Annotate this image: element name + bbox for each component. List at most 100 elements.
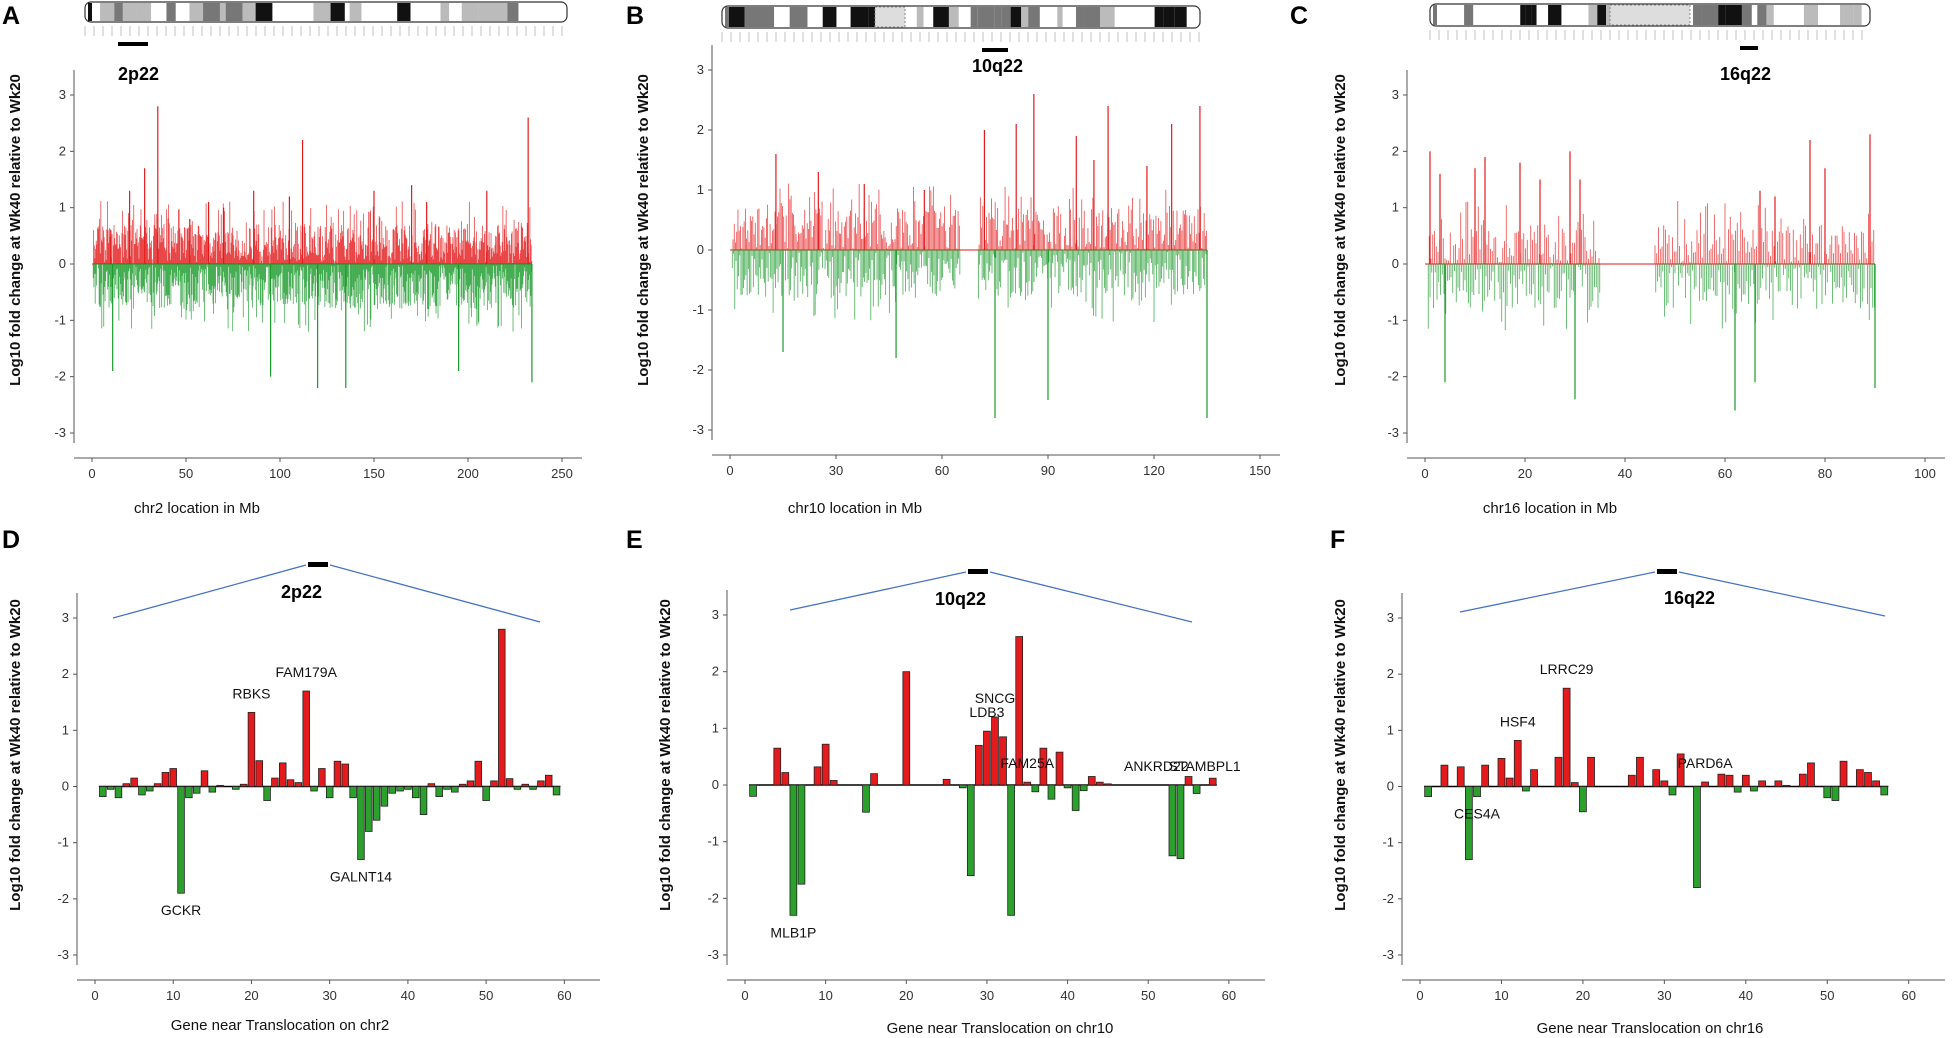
ideogram-band <box>1154 7 1164 27</box>
ideogram-band <box>137 3 152 21</box>
bar-D-16 <box>216 784 224 787</box>
x-tick-label-F: 30 <box>1657 988 1671 1003</box>
bar-E-16 <box>870 773 878 786</box>
zoom-line-right-f <box>1678 571 1886 617</box>
y-tick-label-A: 3 <box>59 87 66 102</box>
band-label-a: 2p22 <box>118 64 159 84</box>
x-tick-label-F: 0 <box>1416 988 1423 1003</box>
bar-D-37 <box>380 786 389 807</box>
y-tick-label-B: 3 <box>697 62 704 77</box>
bar-E-11 <box>829 780 838 786</box>
x-tick-label-A: 0 <box>88 466 95 481</box>
bar-E-56 <box>1192 784 1201 794</box>
y-tick-label-A: -1 <box>54 312 66 327</box>
bar-D-36 <box>372 786 381 821</box>
x-tick-label-F: 60 <box>1901 988 1915 1003</box>
bar-D-7 <box>146 786 154 792</box>
bar-D-46 <box>451 786 459 793</box>
x-tick-label-D: 20 <box>244 988 258 1003</box>
ideogram-band <box>948 7 959 27</box>
zoom-marker-f <box>1657 569 1677 574</box>
ideogram-band <box>1531 5 1537 25</box>
y-tick-label-B: 2 <box>697 122 704 137</box>
bar-E-6 <box>789 784 798 916</box>
bar-E-15 <box>862 784 870 813</box>
bar-E-33 <box>1007 784 1015 916</box>
bar-F-37 <box>1717 773 1726 787</box>
bar-D-28 <box>310 786 318 792</box>
x-tick-label-D: 0 <box>91 988 98 1003</box>
bar-D-11 <box>177 786 185 894</box>
bar-F-57 <box>1880 786 1889 796</box>
x-tick-label-E: 40 <box>1060 988 1074 1003</box>
ideogram-band <box>1057 7 1063 27</box>
y-tick-label-C: 3 <box>1392 87 1399 102</box>
y-tick-label-C: -2 <box>1387 369 1399 384</box>
bar-F-8 <box>1481 764 1490 787</box>
ideogram-band <box>1718 5 1726 25</box>
y-tick-label-F: -3 <box>1382 947 1394 962</box>
gene-label-D-0: GCKR <box>161 902 201 918</box>
x-tick-label-B: 0 <box>726 463 733 478</box>
bar-E-32 <box>999 736 1007 786</box>
bar-E-37 <box>1039 747 1048 786</box>
y-tick-label-F: -1 <box>1382 835 1394 850</box>
x-tick-label-B: 120 <box>1143 463 1165 478</box>
bar-D-20 <box>247 711 256 787</box>
ideogram-marker <box>1740 46 1758 50</box>
bar-D-35 <box>365 786 373 832</box>
x-tick-label-E: 20 <box>899 988 913 1003</box>
bar-D-6 <box>138 786 146 796</box>
ideogram-band <box>916 7 924 27</box>
ideogram-band <box>850 7 869 27</box>
band-label-e: 10q22 <box>935 589 986 609</box>
bar-D-49 <box>474 760 483 787</box>
ideogram-band <box>255 3 273 21</box>
xlabel-e: Gene near Translocation on chr10 <box>887 1020 1114 1037</box>
ideogram-band <box>114 3 123 21</box>
y-tick-label-E: 2 <box>712 664 719 679</box>
bar-E-9 <box>813 766 822 786</box>
bar-F-50 <box>1823 786 1832 799</box>
chr10-ideogram <box>721 5 1201 52</box>
ideogram-band <box>1548 5 1562 25</box>
y-tick-label-B: 1 <box>697 182 704 197</box>
bar-E-43 <box>1087 776 1096 786</box>
bar-F-45 <box>1782 784 1791 787</box>
bar-E-25 <box>942 778 951 786</box>
bar-F-13 <box>1522 786 1530 792</box>
bar-E-10 <box>821 743 830 786</box>
ylabel-a: Log10 fold change at Wk40 relative to Wk… <box>7 74 24 386</box>
x-tick-label-E: 10 <box>818 988 832 1003</box>
ideogram-band <box>330 3 345 21</box>
ideogram-band <box>189 3 204 21</box>
bar-D-1 <box>99 786 107 798</box>
x-tick-label-A: 200 <box>457 466 479 481</box>
bar-D-27 <box>302 690 310 787</box>
bar-E-41 <box>1071 784 1080 811</box>
ideogram-band <box>1464 5 1474 25</box>
bar-D-48 <box>466 780 475 787</box>
ideogram-band <box>1766 5 1774 25</box>
bar-D-4 <box>122 783 131 787</box>
bar-E-42 <box>1079 784 1088 792</box>
bar-E-45 <box>1104 783 1112 786</box>
bar-F-32 <box>1676 753 1685 787</box>
x-tick-label-C: 40 <box>1618 466 1632 481</box>
y-tick-label-F: 3 <box>1387 610 1394 625</box>
panel-label-c: C <box>1290 2 1308 30</box>
bar-D-22 <box>263 786 271 801</box>
y-tick-label-D: -2 <box>57 891 69 906</box>
bar-F-20 <box>1579 786 1587 813</box>
ylabel-d: Log10 fold change at Wk40 relative to Wk… <box>7 599 24 911</box>
x-tick-label-F: 10 <box>1494 988 1508 1003</box>
bar-D-24 <box>279 762 287 787</box>
bar-F-10 <box>1497 758 1506 787</box>
band-label-c: 16q22 <box>1720 64 1771 84</box>
y-tick-label-D: 1 <box>62 722 69 737</box>
y-tick-label-A: 0 <box>59 256 66 271</box>
ideogram-band <box>868 7 879 27</box>
ideogram-band <box>219 3 226 21</box>
